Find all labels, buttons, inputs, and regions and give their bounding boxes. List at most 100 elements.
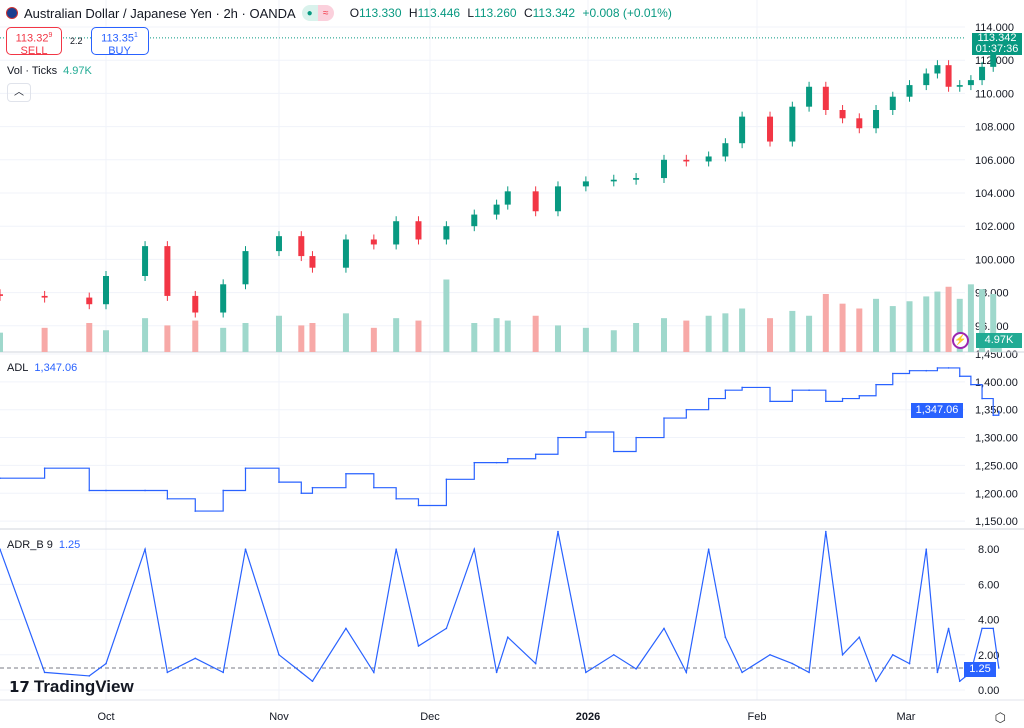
candle-body bbox=[683, 159, 690, 162]
status-pill[interactable]: ● ≈ bbox=[301, 5, 334, 21]
adl-axis-label: 1,300.00 bbox=[975, 433, 1018, 445]
symbol-header: Australian Dollar / Japanese Yen · 2h · … bbox=[6, 5, 672, 21]
symbol-title[interactable]: Australian Dollar / Japanese Yen · 2h · … bbox=[24, 5, 296, 21]
adl-axis-label: 1,350.00 bbox=[975, 405, 1018, 417]
adl-axis-label: 1,200.00 bbox=[975, 488, 1018, 500]
candle-body bbox=[945, 65, 952, 87]
adr-axis-label: 4.00 bbox=[978, 615, 999, 627]
adl-line-point bbox=[791, 389, 794, 392]
candle-body bbox=[990, 46, 997, 67]
candle-body bbox=[504, 191, 511, 205]
adr-point bbox=[395, 548, 397, 550]
sell-button[interactable]: 113.329 SELL bbox=[6, 27, 62, 57]
candle-body bbox=[298, 236, 305, 257]
candle-body bbox=[839, 110, 846, 119]
adr-point bbox=[998, 667, 1000, 669]
collapse-legend-button[interactable]: ︿ bbox=[7, 83, 31, 102]
volume-bar bbox=[979, 289, 986, 352]
volume-tag: 4.97K bbox=[976, 333, 1022, 348]
adl-legend[interactable]: ADL 1,347.06 bbox=[7, 362, 78, 374]
adl-line-point bbox=[635, 436, 637, 439]
candle-body bbox=[393, 221, 400, 245]
last-price-tag: 113.342 01:37:36 bbox=[972, 33, 1022, 55]
candle-body bbox=[822, 86, 829, 110]
adr-point bbox=[144, 548, 146, 550]
price-axis-label: 114.000 bbox=[975, 22, 1014, 34]
candle-body bbox=[739, 116, 746, 144]
price-axis-label: 104.000 bbox=[975, 188, 1015, 200]
volume-legend[interactable]: Vol · Ticks 4.97K bbox=[7, 65, 92, 77]
volume-bar bbox=[471, 323, 478, 352]
adl-line-point bbox=[506, 457, 509, 460]
adr-point bbox=[841, 654, 844, 656]
adr-axis-label: 6.00 bbox=[978, 579, 999, 591]
volume-bar bbox=[945, 286, 952, 352]
volume-bar bbox=[415, 320, 422, 352]
candle-body bbox=[889, 96, 896, 110]
volume-bar bbox=[309, 323, 316, 352]
candle-body bbox=[41, 295, 48, 298]
adr-tag: 1.25 bbox=[964, 662, 996, 677]
volume-bar bbox=[923, 296, 930, 352]
volume-bar bbox=[661, 318, 667, 352]
adr-point bbox=[311, 680, 314, 682]
buy-button[interactable]: 113.351 BUY bbox=[90, 27, 149, 57]
adr-point bbox=[769, 654, 771, 656]
volume-bar bbox=[103, 330, 109, 352]
volume-bar bbox=[370, 327, 377, 352]
candle-body bbox=[806, 86, 813, 107]
adr-point bbox=[105, 662, 107, 665]
volume-bar bbox=[164, 325, 171, 352]
volume-bar bbox=[610, 330, 617, 352]
adl-line-point bbox=[707, 397, 710, 400]
volume-bar bbox=[554, 325, 561, 352]
adl-line-point bbox=[958, 375, 961, 378]
price-axis-label: 106.000 bbox=[975, 155, 1015, 167]
adr-legend[interactable]: ADR_B 9 1.25 bbox=[7, 539, 81, 551]
adr-point bbox=[0, 548, 1, 550]
adl-line-point bbox=[858, 394, 861, 397]
adr-point bbox=[685, 671, 688, 674]
adl-line-point bbox=[992, 414, 995, 417]
settings-icon[interactable]: ⬡ bbox=[994, 710, 1006, 725]
adr-point bbox=[244, 548, 247, 550]
candle-body bbox=[493, 204, 500, 215]
adr-point bbox=[278, 654, 280, 656]
adl-axis-label: 1,400.00 bbox=[975, 377, 1018, 389]
adl-line-point bbox=[947, 367, 950, 369]
tradingview-logo[interactable]: 𝟭𝟳 TradingView bbox=[9, 677, 134, 696]
volume-bar bbox=[493, 318, 500, 352]
aud-flag-icon bbox=[6, 7, 18, 19]
volume-bar bbox=[532, 315, 539, 352]
lightning-icon[interactable]: ⚡ bbox=[952, 332, 969, 349]
adr-point bbox=[43, 671, 46, 674]
tv-logo-icon: 𝟭𝟳 bbox=[9, 679, 30, 696]
adl-line-point bbox=[417, 504, 420, 507]
volume-bar bbox=[242, 323, 249, 352]
candle-body bbox=[220, 284, 227, 313]
adl-line bbox=[0, 367, 1000, 512]
volume-bar bbox=[990, 294, 997, 352]
volume-bar bbox=[873, 298, 880, 352]
candle-body bbox=[309, 256, 316, 268]
adl-line-point bbox=[534, 453, 537, 456]
adr-point bbox=[373, 671, 375, 674]
volume-bar bbox=[683, 320, 690, 352]
candle-body bbox=[633, 178, 640, 180]
adr-point bbox=[981, 627, 983, 630]
adr-point bbox=[908, 662, 911, 665]
candle-body bbox=[242, 251, 249, 285]
candle-body bbox=[856, 118, 863, 129]
adr-point bbox=[925, 548, 928, 550]
adr-point bbox=[88, 675, 91, 677]
time-axis-label: 2026 bbox=[576, 711, 600, 723]
adr-point bbox=[345, 627, 347, 630]
candle-body bbox=[767, 116, 774, 142]
adl-line-point bbox=[194, 510, 197, 512]
candle-body bbox=[471, 214, 478, 227]
adl-line-point bbox=[473, 461, 476, 464]
adl-line-point bbox=[300, 492, 303, 495]
volume-bar bbox=[789, 310, 796, 352]
volume-bar bbox=[142, 318, 149, 352]
